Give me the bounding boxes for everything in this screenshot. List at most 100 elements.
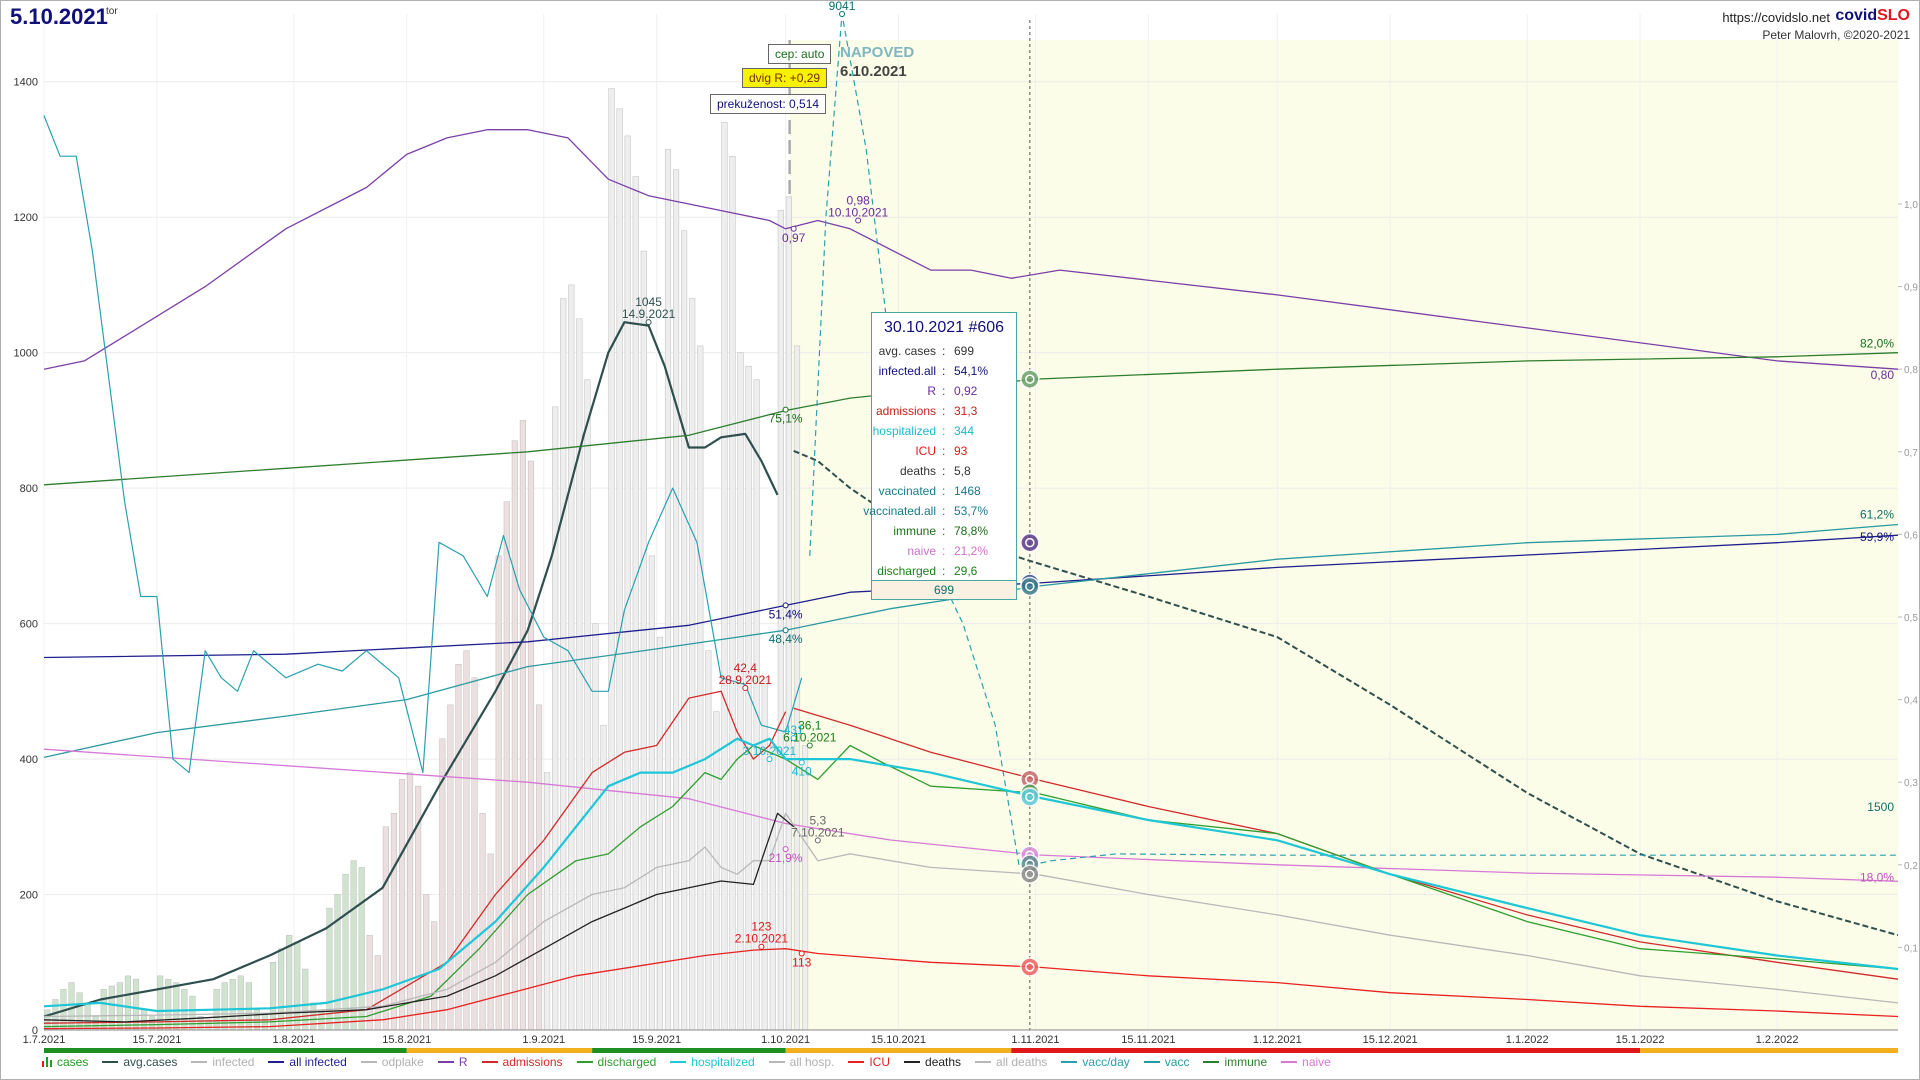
x-tick-label: 15.8.2021 (382, 1034, 431, 1046)
date-marker (1020, 576, 1040, 597)
tooltip-row-colon: : (942, 384, 946, 398)
legend-item-vacc[interactable]: vacc (1143, 1055, 1190, 1069)
case-bar (535, 704, 543, 1031)
series-avg-cases (43, 321, 779, 1018)
legend-item-deaths[interactable]: deaths (904, 1055, 961, 1069)
case-bar (705, 650, 712, 1031)
tooltip-title: 30.10.2021 #606 (883, 319, 1005, 336)
legend-item-admissions[interactable]: admissions (481, 1055, 563, 1069)
legend-item-discharged[interactable]: discharged (576, 1055, 656, 1069)
case-bar (100, 989, 107, 1031)
date-marker-ring (1025, 792, 1035, 802)
tooltip-row: avg. cases:699 (872, 341, 1016, 361)
tooltip-row-value: 1468 (954, 484, 981, 498)
tooltip-row-colon: : (942, 444, 946, 458)
tooltip-row-label: ICU (915, 444, 936, 458)
forecast-date: 6.10.2021 (840, 63, 907, 80)
site-url[interactable]: https://covidslo.net (1722, 10, 1830, 25)
status-strip-segment (1011, 1048, 1641, 1053)
annotation-point (742, 684, 749, 691)
legend-item-hospitalized[interactable]: hospitalized (670, 1055, 755, 1069)
legend-label: ICU (869, 1055, 891, 1069)
prekuzenost-control[interactable]: prekuženost: 0,514 (710, 94, 827, 114)
markers (1020, 369, 1040, 977)
y-tick-label: 1400 (14, 77, 38, 89)
legend-item-odplake[interactable]: odplake (360, 1055, 424, 1069)
tooltip-rows: avg. cases:699 infected.all:54,1% R:0,92 ad… (863, 341, 1016, 581)
tooltip-row-label: infected.all (878, 364, 936, 378)
annotation-point (806, 742, 813, 749)
annotation-value: 75,1% (769, 412, 803, 426)
legend-item-infected[interactable]: infected (191, 1055, 254, 1069)
case-bar (447, 704, 454, 1031)
tooltip-row-value: 54,1% (954, 364, 989, 378)
tooltip-row: admissions:31,3 (872, 401, 1016, 421)
tooltip-row: R:0,92 (872, 381, 1016, 401)
date-marker-ring (1025, 962, 1035, 972)
case-bar (76, 992, 83, 1031)
cep-control[interactable]: cep: auto (768, 44, 832, 64)
tooltip-row-value: 699 (954, 344, 975, 358)
annotation-date: 6.10.2021 (783, 731, 837, 745)
annotation-point (645, 319, 652, 326)
annotation-date: 2.10.2021 (735, 932, 789, 946)
case-bar (616, 108, 623, 1031)
case-bar (108, 985, 115, 1031)
legend-swatch (768, 1061, 785, 1063)
date-marker-ring (1025, 581, 1035, 592)
legend-item-all-deaths[interactable]: all deaths (975, 1055, 1047, 1069)
y-tick-label: 200 (20, 890, 38, 902)
case-bar (568, 284, 575, 1031)
legend-item-naive[interactable]: naive (1281, 1055, 1331, 1069)
status-strip-segment (592, 1048, 786, 1053)
brand-covid: covid (1835, 7, 1878, 24)
legend-item-all-hosp[interactable]: all hosp. (768, 1055, 834, 1069)
y2-tick-label: 0,2 (1904, 861, 1918, 872)
case-bar (455, 663, 462, 1031)
legend-item-avg-cases[interactable]: avg.cases (102, 1055, 177, 1069)
case-bar (374, 955, 381, 1031)
case-bar (801, 745, 809, 1031)
legend-swatch (360, 1061, 377, 1063)
legend-item-R[interactable]: R (437, 1055, 468, 1069)
legend-item-ICU[interactable]: ICU (848, 1055, 890, 1069)
legend-label: immune (1224, 1055, 1268, 1069)
series-vacc-day (43, 115, 803, 774)
tooltip-row: vaccinated.all:53,7% (863, 501, 1016, 521)
annotation-value: 1045 (635, 295, 662, 309)
legend-label: vacc (1164, 1055, 1190, 1069)
case-bar (552, 406, 559, 1031)
date-marker-ring (1025, 869, 1035, 879)
legend-swatch (670, 1061, 687, 1063)
legend-item-immune[interactable]: immune (1203, 1055, 1267, 1069)
x-tick-label: 1.11.2021 (1011, 1034, 1059, 1046)
annotation-date: 10.10.2021 (828, 206, 888, 220)
annotation-point (855, 217, 862, 224)
brand-slo: SLO (1877, 7, 1910, 24)
date-marker (1020, 787, 1040, 807)
annotation-point (782, 406, 789, 413)
x-tick-label: 1.8.2021 (272, 1034, 315, 1046)
x-tick-label: 15.9.2021 (632, 1034, 681, 1046)
legend-item-vacc-day[interactable]: vacc/day (1061, 1055, 1130, 1069)
legend-item-all-infected[interactable]: all infected (268, 1055, 347, 1069)
right-edge-label: 18,0% (1860, 870, 1894, 884)
tooltip-row-label: deaths (899, 464, 936, 478)
legend-item-cases[interactable]: cases (42, 1055, 88, 1069)
case-bar (286, 934, 293, 1031)
annotation-value: 113 (792, 955, 811, 969)
legend-label: infected (212, 1055, 255, 1069)
status-strip-segment (1640, 1048, 1898, 1053)
tooltip-row-value: 78,8% (954, 524, 989, 538)
legend-swatch (437, 1061, 454, 1063)
tooltip-row-colon: : (942, 524, 946, 538)
dvig-r-control[interactable]: dvig R: +0,29 (742, 68, 828, 88)
legend-label: naive (1302, 1055, 1331, 1069)
data-tooltip: 30.10.2021 #606 avg. cases:699 infected.a… (863, 312, 1017, 600)
day-of-week: tor (106, 6, 118, 17)
case-bar (713, 711, 720, 1031)
case-bar (592, 623, 599, 1031)
date-marker-ring (1025, 374, 1035, 384)
case-bar (318, 1009, 325, 1031)
